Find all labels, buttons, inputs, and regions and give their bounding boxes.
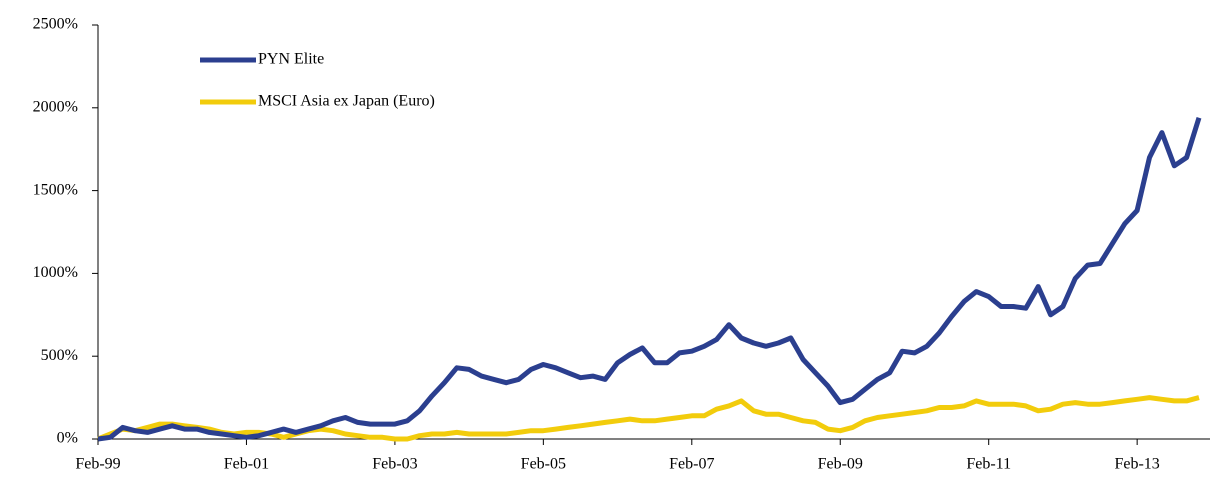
y-tick-label: 0% xyxy=(57,430,78,447)
y-tick-label: 500% xyxy=(41,347,78,364)
series-line xyxy=(97,116,1202,442)
x-tick-label: Feb-11 xyxy=(966,456,1011,473)
x-tick-label: Feb-13 xyxy=(1114,456,1159,473)
x-tick-label: Feb-99 xyxy=(75,456,120,473)
y-tick-label: 2500% xyxy=(33,16,78,33)
legend-label: MSCI Asia ex Japan (Euro) xyxy=(258,93,435,110)
y-tick-label: 1500% xyxy=(33,181,78,198)
legend-label: PYN Elite xyxy=(258,51,324,68)
x-tick-label: Feb-05 xyxy=(521,456,566,473)
x-tick-label: Feb-07 xyxy=(669,456,714,473)
series-line xyxy=(97,395,1200,442)
x-tick-label: Feb-03 xyxy=(372,456,417,473)
x-tick-label: Feb-09 xyxy=(818,456,863,473)
x-tick-label: Feb-01 xyxy=(224,456,269,473)
y-tick-label: 2000% xyxy=(33,98,78,115)
y-tick-label: 1000% xyxy=(33,264,78,281)
